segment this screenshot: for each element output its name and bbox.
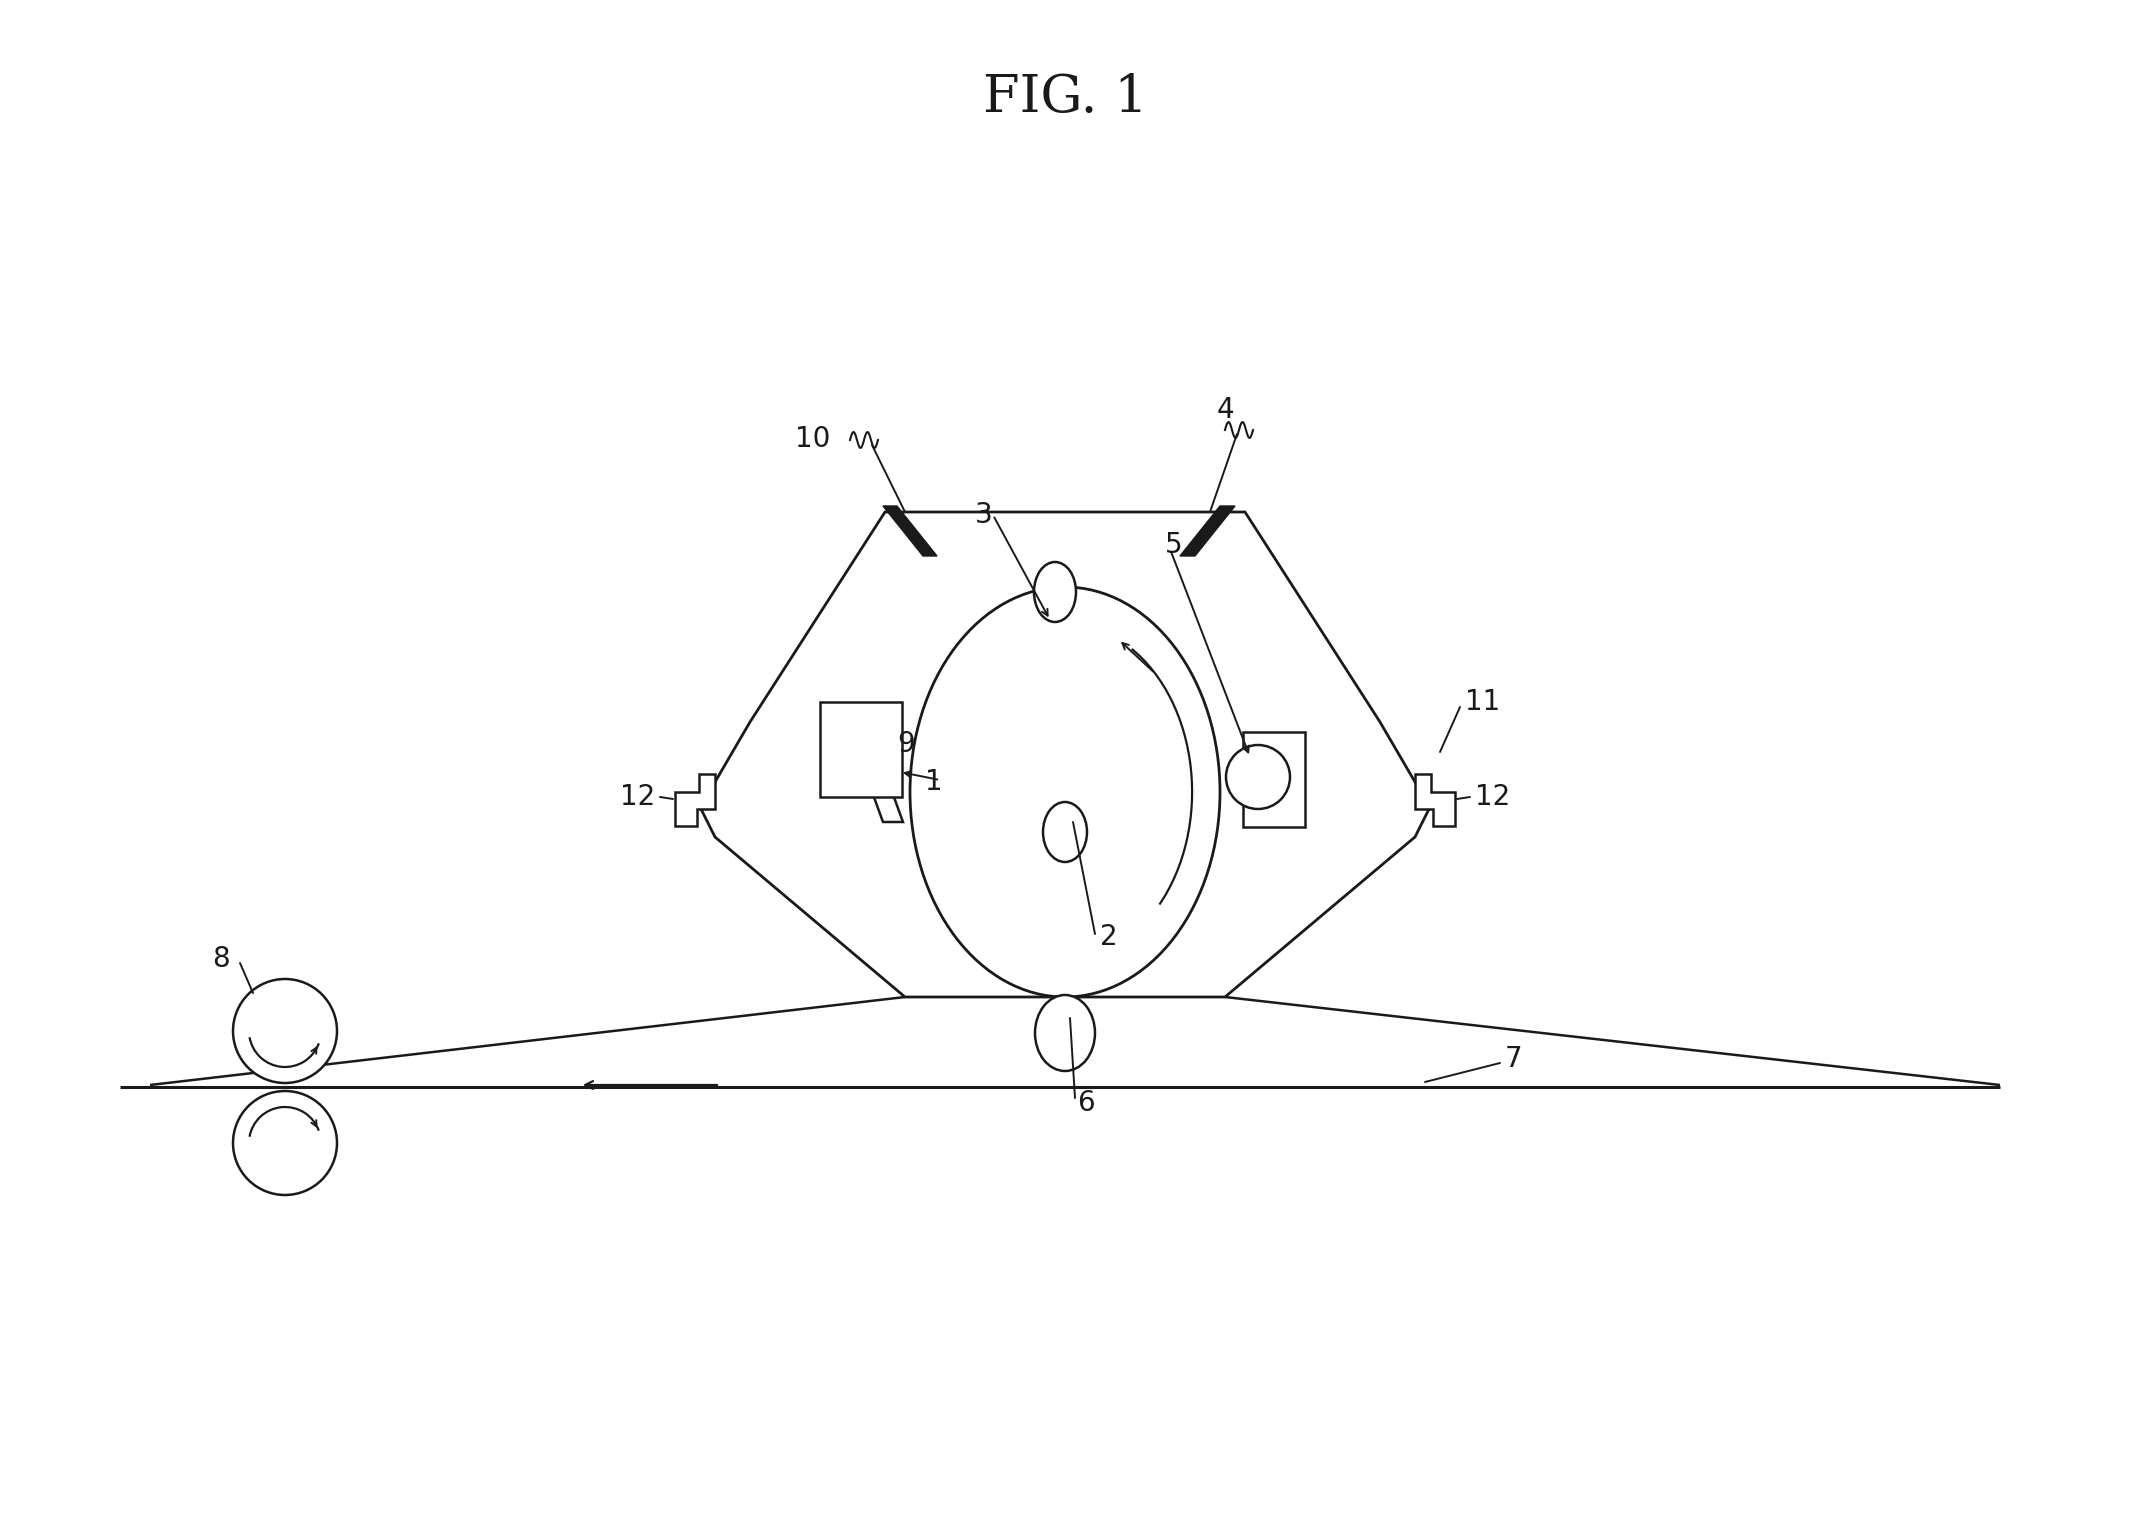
Text: 6: 6	[1077, 1089, 1094, 1117]
Ellipse shape	[909, 587, 1220, 997]
Circle shape	[1226, 745, 1290, 809]
Polygon shape	[843, 712, 903, 823]
Ellipse shape	[1043, 801, 1088, 863]
Text: 1: 1	[926, 768, 943, 797]
Text: 12: 12	[620, 783, 656, 810]
Text: 4: 4	[1218, 395, 1235, 424]
Bar	[820, 702, 903, 797]
Circle shape	[232, 979, 336, 1083]
Text: 5: 5	[1165, 532, 1182, 559]
Polygon shape	[1416, 774, 1454, 826]
Text: 8: 8	[213, 945, 230, 973]
Text: 12: 12	[1475, 783, 1509, 810]
Polygon shape	[675, 774, 715, 826]
Ellipse shape	[1035, 562, 1075, 622]
Text: FIG. 1: FIG. 1	[984, 72, 1148, 123]
Ellipse shape	[1035, 994, 1094, 1071]
Polygon shape	[700, 512, 1431, 997]
Text: 9: 9	[896, 731, 915, 758]
Text: 3: 3	[975, 501, 992, 529]
Polygon shape	[884, 506, 937, 556]
Circle shape	[232, 1091, 336, 1195]
Text: 2: 2	[1101, 922, 1118, 951]
Bar	[1243, 732, 1305, 827]
Text: 7: 7	[1505, 1045, 1522, 1072]
Text: 10: 10	[794, 424, 830, 453]
Text: 11: 11	[1465, 688, 1501, 715]
Polygon shape	[1179, 506, 1235, 556]
